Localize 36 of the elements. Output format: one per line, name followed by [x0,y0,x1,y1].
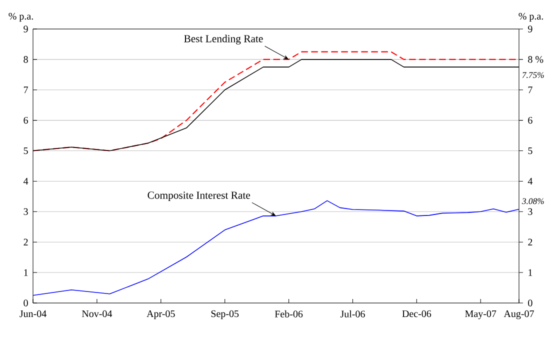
y-axis-title: % p.a. [8,12,33,22]
y-tick-label: 7 [24,86,28,94]
y2-tick-label: 1 [528,269,532,276]
annotation: Best Lending Rate [184,34,263,44]
y-tick-label: 5 [24,147,28,154]
y2-tick-label: 2 [528,238,532,246]
x-tick-label: May-07 [465,310,496,320]
y2-tick-label: 5 [528,147,532,154]
y2-tick-label: 7 [528,86,532,94]
x-tick-label: Apr-05 [146,310,175,320]
x-tick-label: Nov-04 [82,310,112,318]
y2-axis-title: % p.a. [518,12,543,22]
y2-tick-label: 8 % [528,56,544,63]
y2-tick-label: 3 [528,208,532,216]
y2-tick-label: 9 [528,26,532,32]
y-tick-label: 4 [23,178,28,184]
y-tick-label: 1 [24,269,28,276]
x-tick-label: Dec-06 [402,310,432,318]
y-tick-label: 8 [24,56,28,63]
y-tick-label: 6 [24,116,28,124]
annotation: 3.08% [522,198,544,204]
x-tick-label: Sep-05 [211,310,239,320]
annotation: Composite Interest Rate [148,192,250,201]
x-tick-label: Feb-06 [274,310,303,318]
y2-tick-label: 6 [528,116,532,124]
y-tick-label: 3 [24,208,28,216]
annotation: 7.75% [522,72,544,78]
y-tick-label: 9 [24,26,28,32]
y-tick-label: 2 [24,238,28,246]
y-tick-label: 0 [24,300,28,306]
x-tick-label: Jul-06 [340,310,365,318]
y2-tick-label: 4 [528,178,533,184]
x-tick-label: Aug-07 [504,310,534,320]
line-series [32,200,520,296]
x-tick-label: Jun-04 [20,310,46,318]
y2-tick-label: 0 [528,300,532,306]
